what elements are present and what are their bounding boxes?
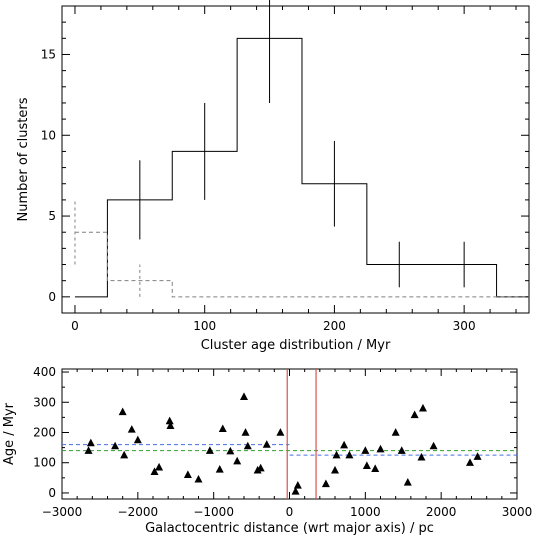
x-tick-label: 100: [193, 319, 216, 333]
data-point: [241, 428, 250, 436]
scatter-ticks: −3000 −2000 −1000 0 1000 2000 3000 0 100 200 300 40…: [33, 365, 532, 519]
y-tick-label: 10: [41, 128, 56, 142]
data-point: [331, 465, 339, 474]
data-point: [127, 425, 136, 433]
y-tick-label: 5: [48, 209, 56, 223]
data-point: [473, 452, 482, 460]
data-point: [345, 450, 354, 459]
data-point: [233, 456, 242, 465]
data-point: [429, 441, 438, 450]
data-point: [240, 392, 248, 401]
y-tick-label: 15: [41, 47, 56, 61]
data-point: [332, 450, 341, 459]
data-point: [376, 444, 385, 453]
histogram-panel: 0 100 200 300 0 5 10 15 Cluster age distributio…: [16, 0, 530, 353]
x-tick-label: 3000: [502, 505, 533, 519]
data-point: [465, 458, 474, 466]
data-point: [86, 438, 95, 447]
x-tick-label: 2000: [426, 505, 457, 519]
histogram-series: [74, 37, 529, 298]
y-tick-label: 100: [33, 456, 56, 470]
data-point: [321, 479, 330, 488]
data-point: [410, 410, 419, 419]
x-tick-label: −1000: [193, 505, 234, 519]
scatter-reference-lines: [62, 369, 517, 499]
data-point: [397, 446, 406, 454]
x-tick-label: 0: [71, 319, 79, 333]
data-point: [205, 446, 214, 454]
data-point: [166, 421, 175, 430]
data-point: [218, 424, 227, 433]
y-tick-label: 0: [48, 290, 56, 304]
data-point: [418, 403, 427, 412]
data-point: [291, 487, 300, 495]
data-point: [111, 441, 120, 450]
data-point: [262, 440, 271, 448]
histogram-error-bars: [74, 0, 465, 297]
data-point: [150, 467, 159, 475]
data-point: [215, 464, 224, 473]
scatter-x-axis-label: Galactocentric distance (wrt major axis)…: [145, 521, 434, 536]
data-point: [243, 441, 252, 450]
histogram-y-axis-label: Number of clusters: [16, 97, 31, 221]
data-point: [391, 428, 400, 436]
data-point: [183, 470, 192, 479]
histogram-frame: [61, 5, 530, 314]
histogram-ticks: 0 100 200 300 0 5 10 15: [41, 6, 529, 333]
data-point: [417, 452, 426, 461]
dashed-histogram-series: [74, 231, 529, 298]
y-tick-label: 400: [33, 365, 56, 379]
data-point: [371, 464, 380, 472]
x-tick-label: −3000: [42, 505, 83, 519]
data-point: [340, 440, 349, 449]
data-point: [120, 450, 129, 459]
solid-histogram-series: [74, 37, 529, 298]
y-tick-label: 200: [33, 425, 56, 439]
data-point: [165, 416, 174, 425]
data-point: [133, 435, 142, 444]
scatter-panel: −3000 −2000 −1000 0 1000 2000 3000 0 100 200 300 40…: [2, 365, 532, 536]
data-point: [362, 461, 371, 469]
scatter-y-axis-label: Age / Myr: [2, 402, 17, 465]
data-point: [293, 480, 302, 489]
data-point: [276, 428, 285, 436]
histogram-x-axis-label: Cluster age distribution / Myr: [201, 338, 391, 353]
scatter-frame: [61, 368, 518, 500]
data-point: [256, 463, 265, 472]
data-point: [84, 446, 93, 454]
y-tick-label: 0: [48, 486, 56, 500]
data-point: [194, 474, 203, 483]
data-point: [118, 407, 127, 416]
x-tick-label: −2000: [118, 505, 159, 519]
y-tick-label: 300: [33, 395, 56, 409]
data-point: [226, 446, 235, 455]
x-tick-label: 1000: [350, 505, 381, 519]
scatter-points: [84, 392, 482, 495]
x-tick-label: 0: [286, 505, 294, 519]
x-tick-label: 300: [453, 319, 476, 333]
data-point: [361, 446, 370, 454]
data-point: [403, 477, 412, 486]
x-tick-label: 200: [323, 319, 346, 333]
data-point: [155, 462, 164, 471]
